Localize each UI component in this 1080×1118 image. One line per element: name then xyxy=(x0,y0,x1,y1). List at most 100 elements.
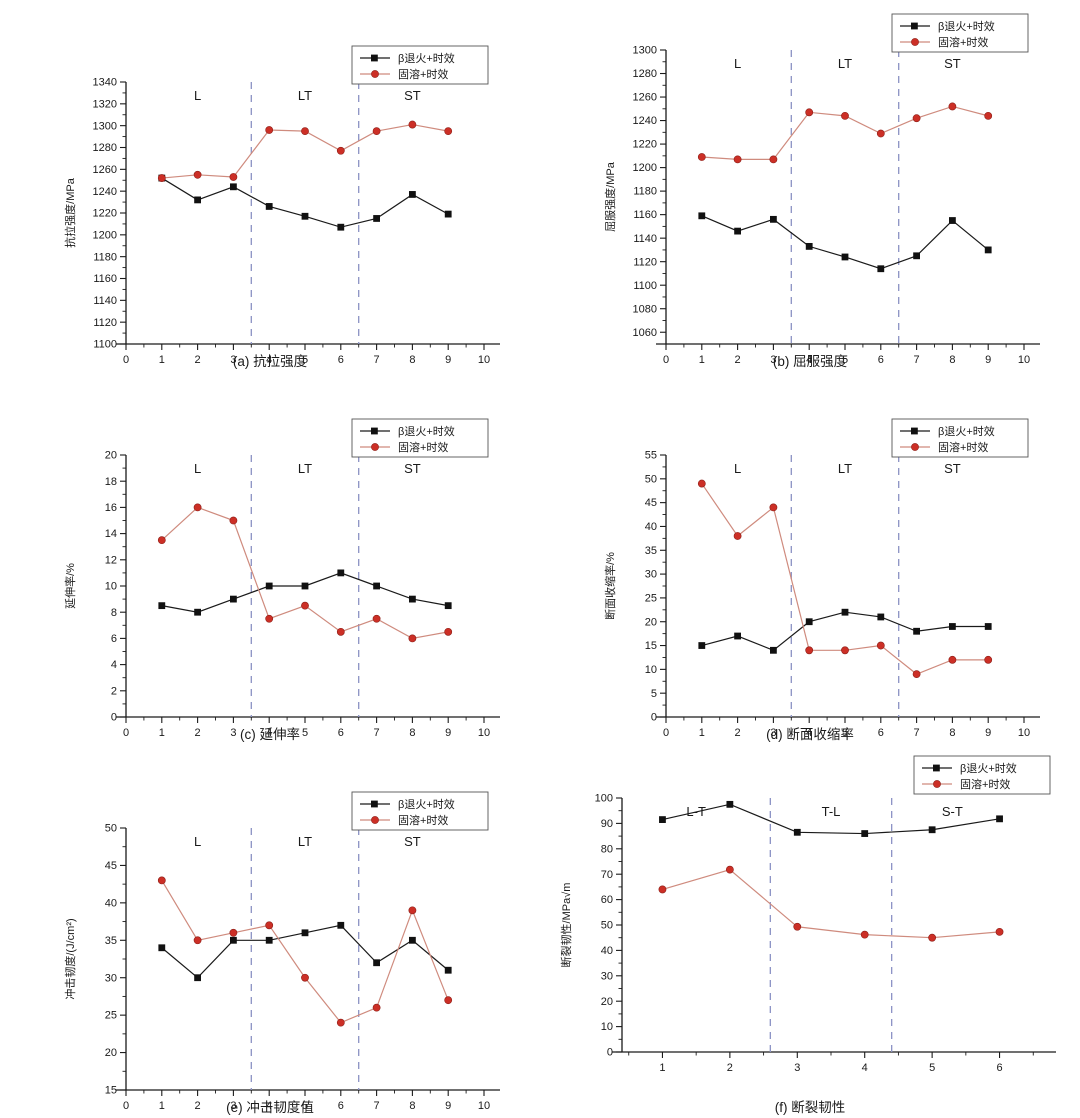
chart-caption-c: (c) 延伸率 xyxy=(240,727,300,742)
y-tick-label: 8 xyxy=(111,607,117,619)
zone-label: L xyxy=(734,56,741,71)
data-point-square xyxy=(265,936,273,944)
legend-marker-circle xyxy=(933,780,941,788)
y-tick-label: 40 xyxy=(105,897,117,909)
x-tick-label: 8 xyxy=(409,727,415,739)
x-tick-label: 6 xyxy=(878,354,884,366)
data-point-circle xyxy=(229,516,238,525)
data-point-circle xyxy=(157,536,166,545)
x-tick-label: 7 xyxy=(914,727,920,739)
x-tick-label: 6 xyxy=(996,1062,1002,1074)
x-tick-label: 10 xyxy=(1018,354,1030,366)
y-tick-label: 1120 xyxy=(633,256,657,268)
y-tick-label: 1100 xyxy=(93,339,117,351)
x-tick-label: 10 xyxy=(478,727,490,739)
y-tick-label: 50 xyxy=(645,473,657,485)
x-tick-label: 3 xyxy=(230,727,236,739)
y-tick-label: 0 xyxy=(607,1047,613,1059)
legend-marker-square xyxy=(933,764,940,772)
zone-label: ST xyxy=(404,461,421,476)
data-point-square xyxy=(301,582,309,590)
x-tick-label: 8 xyxy=(949,354,955,366)
x-tick-label: 9 xyxy=(445,1100,451,1112)
y-tick-label: 1260 xyxy=(633,92,657,104)
legend-label-0: β退火+时效 xyxy=(398,424,455,438)
data-point-circle xyxy=(805,108,814,117)
legend-marker-square xyxy=(371,800,378,808)
data-point-circle xyxy=(372,127,381,136)
data-point-square xyxy=(698,642,706,649)
legend-label-1: 固溶+时效 xyxy=(398,440,448,454)
data-point-square xyxy=(984,623,992,630)
data-point-square xyxy=(949,623,956,630)
y-tick-label: 55 xyxy=(645,450,657,462)
data-point-square xyxy=(194,196,201,204)
x-tick-label: 4 xyxy=(266,727,272,739)
series-line-beta-anneal xyxy=(161,177,449,228)
data-point-square xyxy=(877,265,885,273)
x-tick-label: 3 xyxy=(794,1062,800,1074)
x-tick-label: 3 xyxy=(770,354,776,366)
chart-panel-e: 15 20 25 30 35 40 45 50 0 1 2 3 4 5 6 7 8 9 10 冲击韧度/(J/cm²)… xyxy=(0,746,540,1118)
data-point-circle xyxy=(697,153,706,161)
x-tick-label: 2 xyxy=(195,354,201,366)
data-point-circle xyxy=(725,865,734,874)
y-tick-label: 1160 xyxy=(93,273,117,285)
y-tick-label: 1280 xyxy=(633,68,657,80)
x-tick-label: 7 xyxy=(374,354,380,366)
data-point-circle xyxy=(408,906,417,915)
chart-caption-f: (f) 断裂韧性 xyxy=(774,1100,846,1115)
data-point-square xyxy=(337,223,345,231)
x-tick-label: 4 xyxy=(806,727,812,739)
y-tick-label: 20 xyxy=(105,1047,117,1059)
chart-caption-b: (b) 屈服强度 xyxy=(772,354,848,369)
data-point-square xyxy=(877,613,885,621)
data-point-square xyxy=(996,815,1003,823)
y-axis-title: 延伸率/% xyxy=(63,563,77,609)
data-point-square xyxy=(913,252,920,260)
x-tick-label: 10 xyxy=(478,354,490,366)
y-tick-label: 15 xyxy=(105,1085,117,1097)
y-tick-label: 10 xyxy=(645,664,657,676)
legend-label-0: β退火+时效 xyxy=(938,19,995,33)
y-tick-label: 1180 xyxy=(633,186,657,198)
x-tick-label: 5 xyxy=(842,727,848,739)
y-tick-label: 5 xyxy=(651,688,657,700)
data-point-square xyxy=(158,944,166,952)
y-tick-label: 20 xyxy=(645,616,657,628)
data-point-square xyxy=(230,936,237,944)
zone-label: S-T xyxy=(942,804,963,819)
y-tick-label: 1200 xyxy=(93,229,117,241)
data-point-square xyxy=(409,595,416,603)
x-tick-label: 10 xyxy=(1018,727,1030,739)
data-point-circle xyxy=(157,876,166,885)
legend-label-0: β退火+时效 xyxy=(960,761,1017,775)
y-tick-label: 1180 xyxy=(93,251,117,263)
x-tick-label: 0 xyxy=(123,1100,129,1112)
data-point-circle xyxy=(444,127,453,136)
y-axis-title: 冲击韧度/(J/cm²) xyxy=(63,918,77,999)
data-point-circle xyxy=(265,614,274,623)
series-line-beta-anneal xyxy=(701,215,989,270)
data-point-circle xyxy=(948,655,957,664)
data-point-circle xyxy=(444,996,453,1005)
y-tick-label: 25 xyxy=(105,1010,117,1022)
zone-label: LT xyxy=(298,88,312,103)
y-axis-title: 抗拉强度/MPa xyxy=(63,177,77,248)
y-tick-label: 1220 xyxy=(633,139,657,151)
data-point-circle xyxy=(301,601,309,610)
zone-label: LT xyxy=(838,461,852,476)
data-point-circle xyxy=(841,646,849,655)
data-point-square xyxy=(373,215,380,222)
x-tick-label: 10 xyxy=(478,1100,490,1112)
data-point-square xyxy=(409,191,416,198)
x-tick-label: 9 xyxy=(445,354,451,366)
y-tick-label: 30 xyxy=(645,569,657,581)
x-tick-label: 5 xyxy=(842,354,848,366)
data-point-square xyxy=(841,253,849,261)
x-tick-label: 4 xyxy=(862,1062,868,1074)
series-line-solution xyxy=(662,868,1000,939)
y-tick-label: 14 xyxy=(105,528,117,540)
zone-label: ST xyxy=(944,461,961,476)
